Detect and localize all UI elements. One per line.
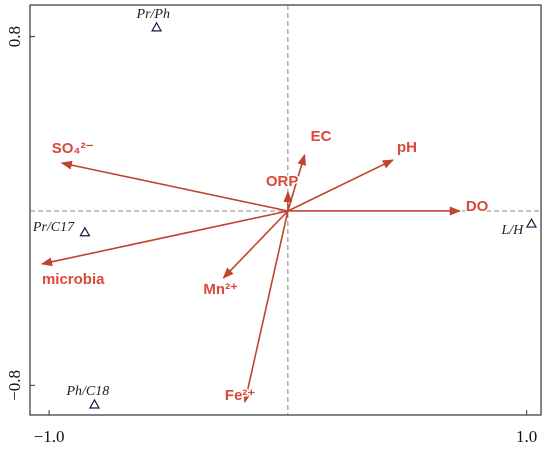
arrow-label: DO bbox=[466, 198, 489, 215]
arrow-label: Mn²⁺ bbox=[203, 281, 238, 298]
plot-frame bbox=[29, 4, 542, 416]
arrow bbox=[222, 210, 289, 279]
arrow-label: ORP bbox=[266, 173, 299, 190]
arrow-label: EC bbox=[311, 128, 332, 145]
point bbox=[151, 21, 163, 32]
arrow bbox=[242, 210, 289, 404]
point bbox=[79, 226, 91, 237]
arrow bbox=[40, 210, 289, 267]
arrow-label: SO₄²⁻ bbox=[52, 140, 94, 157]
point bbox=[525, 217, 537, 228]
y-tick-label: −0.8 bbox=[5, 370, 24, 401]
y-tick-label: 0.8 bbox=[5, 26, 24, 47]
point-label: Pr/Ph bbox=[136, 7, 170, 22]
x-tick-label: 1.0 bbox=[516, 427, 537, 446]
arrow-label: microbia bbox=[42, 271, 105, 288]
arrow bbox=[287, 159, 394, 212]
point-label: L/H bbox=[500, 223, 524, 238]
arrow bbox=[60, 160, 289, 212]
arrow-label: pH bbox=[397, 139, 417, 156]
arrow-label: Fe²⁺ bbox=[225, 387, 256, 404]
point-label: Ph/C18 bbox=[65, 384, 109, 399]
point-label: Pr/C17 bbox=[32, 220, 75, 235]
x-tick-label: −1.0 bbox=[34, 427, 65, 446]
point bbox=[88, 398, 100, 409]
